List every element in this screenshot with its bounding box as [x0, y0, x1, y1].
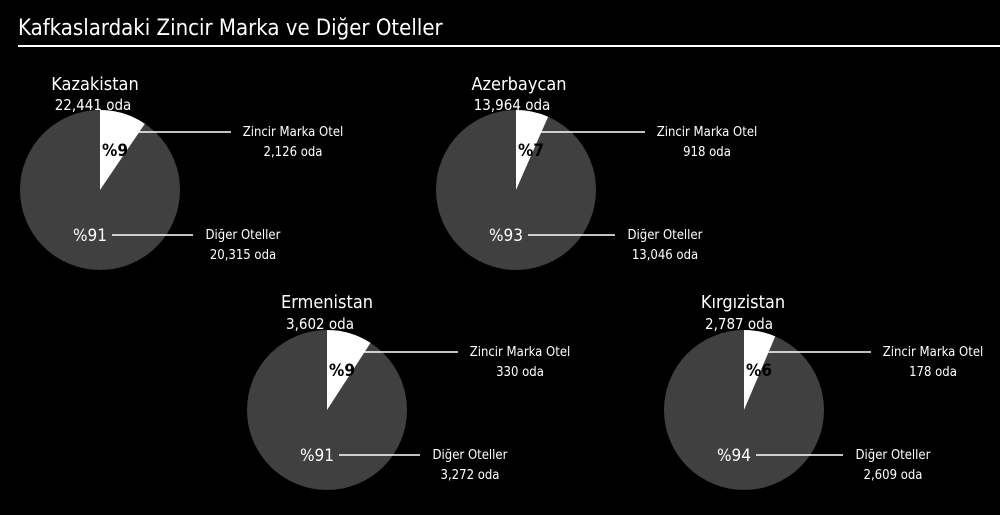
pie-pct-other-1: %93: [489, 226, 523, 246]
pie-total-3: 2,787 oda: [705, 315, 773, 333]
label-other-name-2: Diğer Oteller: [433, 448, 508, 463]
label-chain-name-3: Zincir Marka Otel: [883, 345, 984, 360]
pie-slice-chain-0: [100, 110, 145, 190]
label-other-value-1: 13,046 oda: [632, 248, 698, 263]
pie-slice-chain-3: [744, 330, 776, 410]
label-other-value-0: 20,315 oda: [210, 248, 276, 263]
pie-slice-chain-1: [516, 110, 549, 190]
pie-pct-chain-1: %7: [518, 141, 544, 161]
label-other-name-0: Diğer Oteller: [206, 228, 281, 243]
chart-title: Kafkaslardaki Zincir Marka ve Diğer Otel…: [18, 16, 443, 41]
pie-title-1: Azerbaycan: [471, 74, 566, 95]
title-divider: [18, 45, 1000, 47]
pie-title-0: Kazakistan: [51, 74, 139, 95]
label-chain-name-0: Zincir Marka Otel: [243, 125, 344, 140]
pie-total-0: 22,441 oda: [55, 96, 132, 114]
pie-pct-chain-3: %6: [746, 361, 772, 381]
label-chain-value-3: 178 oda: [909, 365, 957, 380]
pie-pct-chain-2: %9: [329, 361, 355, 381]
label-chain-name-1: Zincir Marka Otel: [657, 125, 758, 140]
pie-pct-other-3: %94: [717, 446, 751, 466]
label-chain-value-1: 918 oda: [683, 145, 731, 160]
pie-pct-chain-0: %9: [102, 141, 128, 161]
label-other-value-2: 3,272 oda: [441, 468, 500, 483]
pie-title-3: Kırgızistan: [701, 292, 785, 313]
label-other-name-3: Diğer Oteller: [856, 448, 931, 463]
label-chain-value-0: 2,126 oda: [264, 145, 323, 160]
label-other-name-1: Diğer Oteller: [628, 228, 703, 243]
label-chain-name-2: Zincir Marka Otel: [470, 345, 571, 360]
pie-pct-other-2: %91: [300, 446, 334, 466]
pie-total-1: 13,964 oda: [474, 96, 551, 114]
pie-slice-chain-2: [327, 330, 371, 410]
label-other-value-3: 2,609 oda: [864, 468, 923, 483]
pie-title-2: Ermenistan: [281, 292, 373, 313]
label-chain-value-2: 330 oda: [496, 365, 544, 380]
pie-pct-other-0: %91: [73, 226, 107, 246]
pie-total-2: 3,602 oda: [286, 315, 354, 333]
